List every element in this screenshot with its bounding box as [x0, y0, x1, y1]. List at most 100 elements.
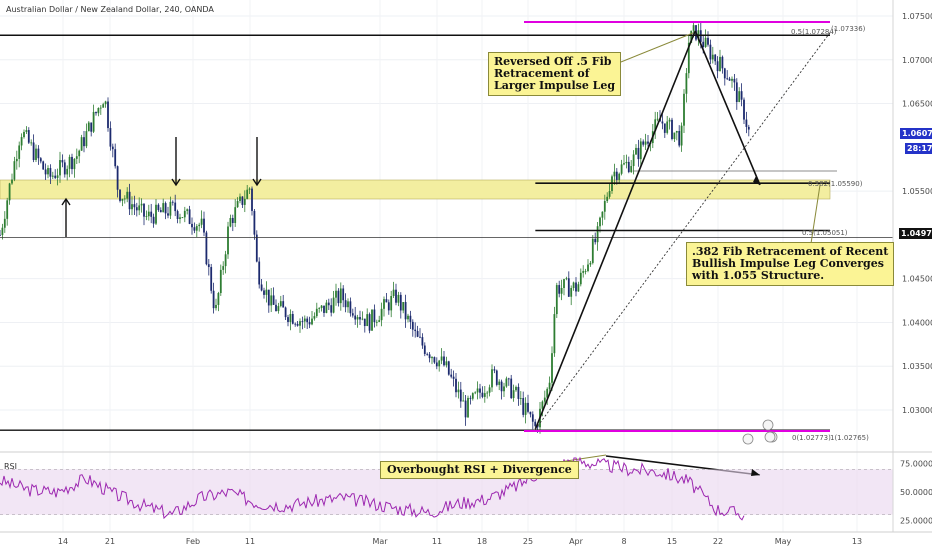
candle-body [143, 203, 145, 217]
candle-body [558, 285, 561, 294]
candle-body [462, 400, 465, 402]
candle-body [469, 397, 472, 399]
candle-body [131, 204, 133, 210]
candle-body [409, 315, 412, 322]
candle-body [200, 218, 203, 225]
candle-body [35, 148, 37, 160]
candle-body [378, 320, 381, 322]
candle-body [42, 161, 45, 170]
candle-body [275, 304, 277, 312]
candle-body [239, 196, 241, 202]
candle-body [39, 158, 42, 162]
candle-body [743, 99, 745, 120]
candle-body [642, 141, 645, 145]
time-tick-label: 11 [245, 537, 255, 546]
candle-body [87, 122, 90, 132]
candle-body [606, 196, 609, 202]
candle-body [457, 389, 460, 393]
candle-body [157, 204, 160, 211]
time-tick-label: 22 [713, 537, 723, 546]
candle-body [618, 173, 621, 180]
candle-body [483, 393, 486, 397]
candle-body [63, 162, 66, 175]
candle-body [349, 301, 352, 314]
price-tick-label: 1.03500 [902, 362, 932, 371]
candle-body [594, 238, 597, 243]
fib-label-05-top: 0.5(1.07284) [791, 28, 837, 36]
candle-body [32, 142, 35, 160]
candle-body [531, 414, 534, 422]
candle-body [687, 42, 690, 74]
candle-body [452, 376, 455, 379]
candle-body [596, 226, 599, 243]
price-tick-label: 1.07000 [902, 56, 932, 65]
candle-body [95, 111, 97, 114]
time-tick-label: 15 [667, 537, 677, 546]
candle-body [296, 323, 299, 326]
candle-body [0, 234, 1, 236]
candle-body [728, 78, 731, 81]
candle-body [555, 285, 558, 315]
candle-body [654, 119, 657, 132]
candle-body [188, 209, 191, 224]
candle-body [503, 386, 505, 392]
candle-body [198, 224, 201, 227]
candle-body [99, 107, 102, 109]
candle-body [723, 68, 726, 79]
candle-body [680, 125, 683, 146]
candle-body [191, 223, 193, 228]
candle-body [435, 362, 438, 367]
candle-body [318, 308, 321, 309]
candle-body [565, 278, 568, 280]
candle-body [426, 353, 429, 355]
candle-body [107, 101, 109, 129]
down-arrow-1-head [171, 178, 181, 187]
arrow-head [753, 175, 760, 185]
candle-body [716, 61, 719, 72]
candle-body [241, 196, 244, 205]
candle-body [673, 132, 676, 140]
candle-body [666, 121, 669, 133]
candle-body [253, 210, 256, 235]
candle-body [584, 270, 587, 272]
candle-body [647, 141, 649, 144]
time-tick-label: Feb [186, 537, 200, 546]
candle-body [625, 161, 628, 164]
candle-body [270, 295, 273, 306]
price-tick-label: 1.04500 [902, 275, 932, 284]
candle-body [135, 207, 138, 211]
candle-body [603, 201, 606, 212]
candle-body [495, 370, 498, 385]
fib-label-1: 1(1.02765) [830, 434, 869, 442]
candle-body [234, 207, 237, 223]
candle-body [491, 369, 493, 388]
candle-body [529, 411, 532, 415]
time-tick-label: 18 [477, 537, 487, 546]
candle-body [507, 378, 510, 380]
candle-body [59, 160, 61, 176]
candle-body [515, 386, 517, 391]
candle-body [217, 293, 220, 305]
candle-body [97, 107, 100, 114]
candle-body [385, 299, 388, 303]
candle-body [303, 318, 306, 322]
event-marker-icon [762, 419, 774, 431]
candle-body [363, 318, 366, 327]
candle-body [258, 261, 261, 285]
candle-body [481, 392, 484, 397]
candle-body [392, 289, 395, 297]
candle-body [671, 119, 673, 140]
candle-body [575, 282, 577, 292]
candle-body [608, 191, 611, 197]
candle-body [205, 232, 208, 265]
candle-body [323, 305, 325, 313]
candle-body [212, 290, 215, 309]
candle-body [133, 204, 136, 208]
candle-body [548, 382, 551, 389]
candle-body [260, 284, 263, 291]
candle-body [726, 78, 729, 80]
candle-body [587, 264, 589, 271]
candle-body [407, 315, 409, 320]
candle-body [330, 305, 333, 313]
candle-body [289, 314, 292, 322]
